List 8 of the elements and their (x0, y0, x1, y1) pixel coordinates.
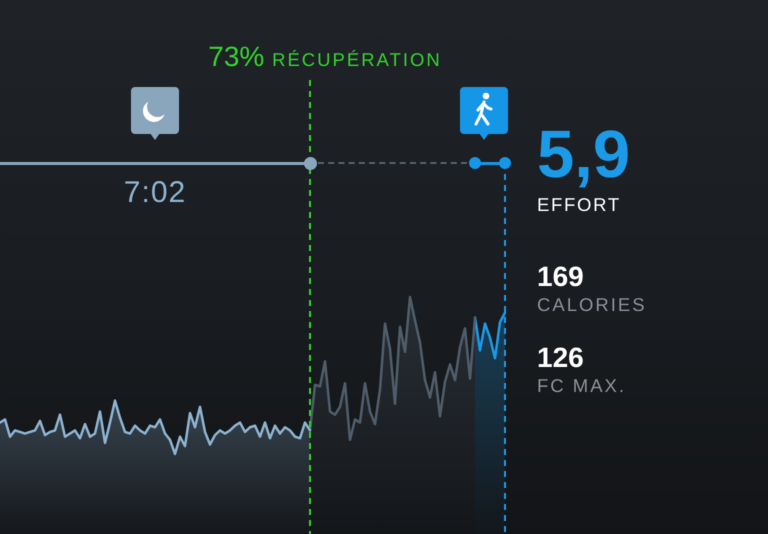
text: EFFORT (537, 194, 621, 216)
text: FC MAX. (537, 375, 626, 396)
text: 5,9 (537, 117, 630, 192)
text: 169 (537, 261, 584, 292)
text: 126 (537, 342, 584, 374)
text: 7:02 (124, 176, 186, 209)
text: CALORIES (537, 294, 647, 316)
text: 73% RÉCUPÉRATION (208, 41, 442, 72)
